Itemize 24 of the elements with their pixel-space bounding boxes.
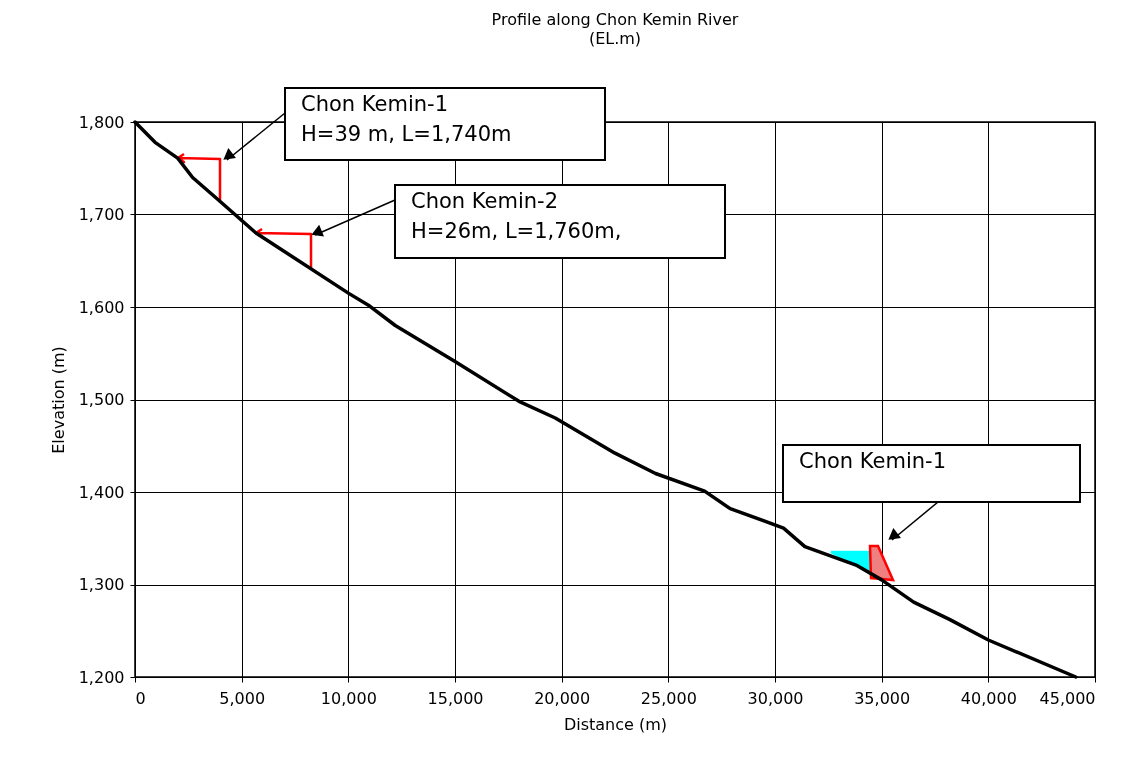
x-tick-label: 25,000 <box>640 688 697 708</box>
x-tick-label: 40,000 <box>960 688 1017 708</box>
y-tick-label: 1,700 <box>78 205 125 224</box>
x-tick-label: 0 <box>135 688 146 708</box>
x-tick-label: 45,000 <box>1039 688 1096 708</box>
annotation: Chon Kemin-1 <box>799 449 946 473</box>
x-tick-label: 30,000 <box>747 688 804 708</box>
annotation: Chon Kemin-2 H=26m, L=1,760m, <box>411 189 622 243</box>
x-tick-label: 10,000 <box>320 688 377 708</box>
x-tick-label: 35,000 <box>854 688 911 708</box>
y-tick-label: 1,600 <box>78 297 125 317</box>
annotation: Chon Kemin-1 H=39 m, L=1,740m <box>301 92 512 146</box>
y-tick-label: 1,500 <box>78 390 125 409</box>
y-tick-label: 1,300 <box>78 575 125 594</box>
y-tick-label: 1,200 <box>78 667 125 687</box>
x-axis-title: Distance (m) <box>563 714 668 734</box>
x-tick-label: 5,000 <box>219 688 266 708</box>
y-tick-label: 1,800 <box>78 112 125 132</box>
chart-title: Profile along Chon Kemin River <box>491 10 739 29</box>
x-tick-label: 20,000 <box>534 688 591 708</box>
y-tick-label: 1,400 <box>78 482 125 502</box>
y-axis-title: Elevation (m) <box>48 346 68 454</box>
chart-subtitle: (EL.m) <box>588 29 642 48</box>
x-tick-label: 15,000 <box>427 688 484 708</box>
